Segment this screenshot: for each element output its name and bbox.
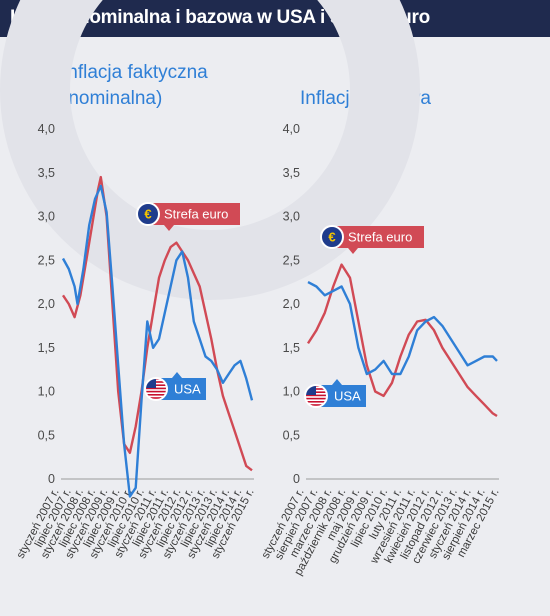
y-tick-label: 0,5: [38, 428, 55, 442]
euro-tag-box: [332, 226, 424, 254]
usa-tag-box: [316, 379, 366, 407]
euro-area-tag: € Strefa euro: [320, 225, 424, 254]
y-tick-label: 3,0: [283, 210, 300, 224]
usa-tag: USA: [144, 372, 206, 401]
y-tick-label: 0: [293, 472, 300, 486]
y-tick-label: 1,5: [283, 341, 300, 355]
euro-tag-label: Strefa euro: [348, 230, 412, 245]
usa-flag-icon: [145, 378, 167, 400]
y-tick-label: 1,0: [283, 385, 300, 399]
usa-tag: USA: [304, 379, 366, 408]
y-tick-label: 1,0: [38, 385, 55, 399]
euro-symbol: €: [328, 230, 335, 245]
usa-tag-box: [156, 372, 206, 400]
euro-tag-box: [148, 203, 240, 231]
series-line-euro: [306, 263, 498, 418]
euro-area-tag: € Strefa euro: [136, 202, 240, 231]
y-tick-label: 2,0: [38, 297, 55, 311]
header-bar: Inflacja nominalna i bazowa w USA i stre…: [0, 0, 550, 37]
series-line-usa: [61, 184, 254, 498]
left-chart-title: Inflacja faktyczna (nominalna): [62, 62, 208, 109]
euro-tag-label: Strefa euro: [164, 207, 228, 222]
y-tick-label: 2,5: [283, 253, 300, 267]
y-tick-label: 3,0: [38, 210, 55, 224]
usa-tag-label: USA: [174, 382, 201, 397]
series-line-euro: [62, 175, 253, 472]
watermark-logo: [0, 0, 420, 300]
y-tick-label: 3,5: [38, 166, 55, 180]
y-tick-label: 0: [48, 472, 55, 486]
page-title: Inflacja nominalna i bazowa w USA i stre…: [10, 7, 430, 28]
y-tick-label: 4,0: [38, 122, 55, 136]
euro-flag-icon: [136, 202, 160, 226]
y-tick-label: 0,5: [283, 428, 300, 442]
series-line-usa: [307, 281, 498, 376]
y-tick-label: 2,0: [283, 297, 300, 311]
euro-symbol: €: [144, 207, 151, 222]
y-tick-label: 3,5: [283, 166, 300, 180]
y-tick-label: 4,0: [283, 122, 300, 136]
y-tick-label: 2,5: [38, 253, 55, 267]
y-tick-label: 1,5: [38, 341, 55, 355]
euro-flag-icon: [320, 225, 344, 249]
usa-tag-label: USA: [334, 389, 361, 404]
